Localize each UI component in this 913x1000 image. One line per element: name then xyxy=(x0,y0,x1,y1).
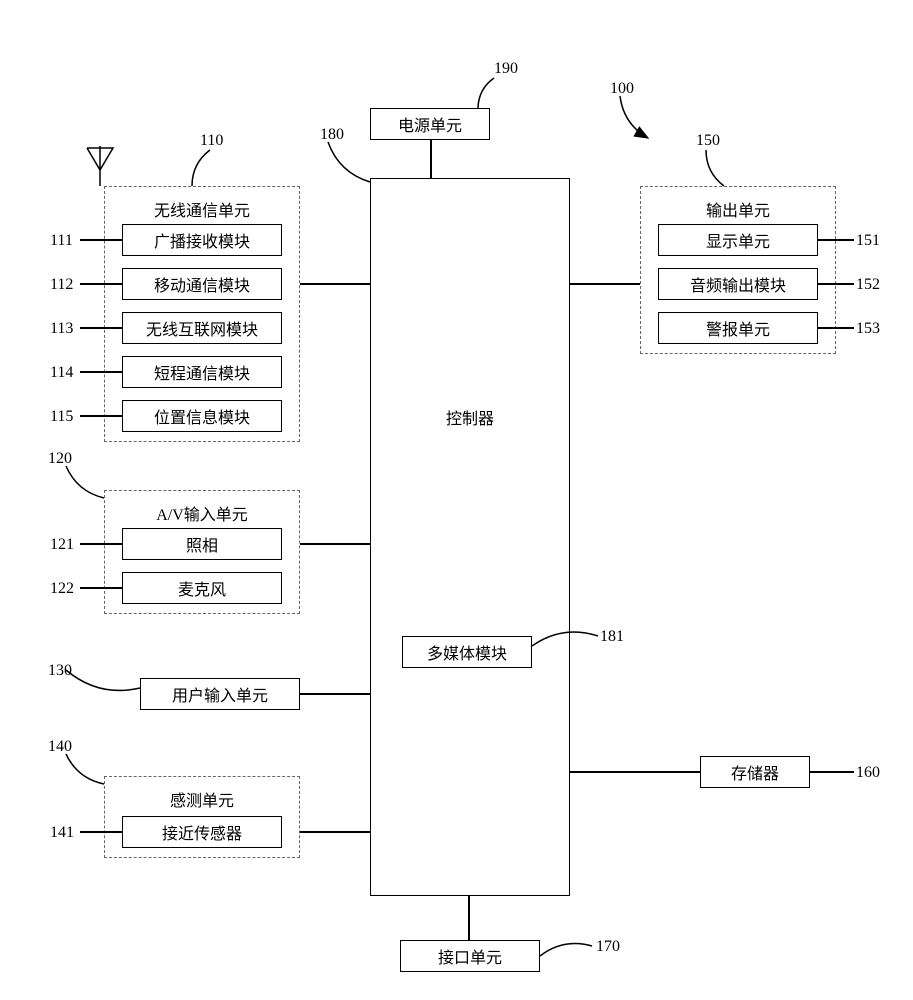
ref-label-r152: 152 xyxy=(856,276,880,294)
ref-label-r110: 110 xyxy=(200,132,223,150)
ref-label-r111: 111 xyxy=(50,232,73,250)
lead-lines xyxy=(0,0,913,1000)
ref-label-r140: 140 xyxy=(48,738,72,756)
ref-label-r153: 153 xyxy=(856,320,880,338)
ref-label-r112: 112 xyxy=(50,276,73,294)
ref-label-r115: 115 xyxy=(50,408,73,426)
ref-label-r180: 180 xyxy=(320,126,344,144)
ref-label-r170: 170 xyxy=(596,938,620,956)
ref-label-r120: 120 xyxy=(48,450,72,468)
ref-label-r160: 160 xyxy=(856,764,880,782)
ref-label-r113: 113 xyxy=(50,320,73,338)
ref-label-r190: 190 xyxy=(494,60,518,78)
ref-label-r100: 100 xyxy=(610,80,634,98)
ref-label-r151: 151 xyxy=(856,232,880,250)
ref-label-r122: 122 xyxy=(50,580,74,598)
ref-label-r114: 114 xyxy=(50,364,73,382)
ref-label-r141: 141 xyxy=(50,824,74,842)
ref-label-r121: 121 xyxy=(50,536,74,554)
ref-label-r150: 150 xyxy=(696,132,720,150)
ref-label-r130: 130 xyxy=(48,662,72,680)
ref-label-r181: 181 xyxy=(600,628,624,646)
